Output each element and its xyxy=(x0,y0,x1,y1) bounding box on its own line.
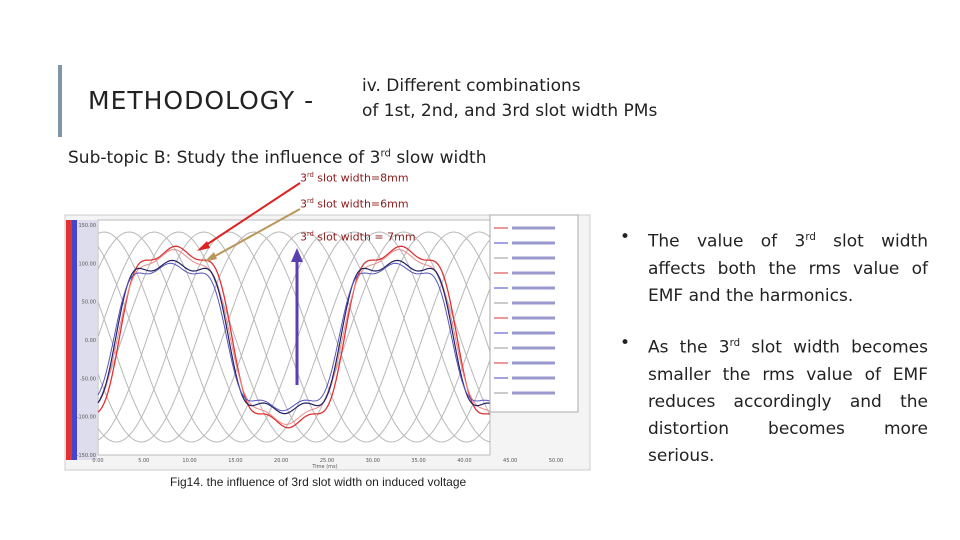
x-tick-label: 20.00 xyxy=(274,458,288,464)
subtitle-line: of 1st, 2nd, and 3rd slot width PMs xyxy=(362,101,658,121)
superscript: rd xyxy=(307,171,314,179)
annotation: 3rd slot width = 7mm xyxy=(300,230,416,244)
text: slot width affects both the rms value of… xyxy=(648,231,929,306)
subtopic: Sub-topic B: Study the influence of 3rd … xyxy=(68,148,486,168)
y-tick-label: -150.00 xyxy=(77,453,96,459)
superscript: rd xyxy=(729,338,741,349)
arrowhead xyxy=(197,241,210,251)
waveform xyxy=(97,231,491,443)
text: slot width=6mm xyxy=(313,197,409,211)
superscript: rd xyxy=(307,230,314,238)
annotation: 3rd slot width=6mm xyxy=(300,197,409,211)
legend-panel xyxy=(489,214,579,413)
band xyxy=(72,220,77,460)
waveform xyxy=(97,249,491,425)
x-axis-label: Time (ms) xyxy=(311,464,337,470)
waveform xyxy=(97,231,491,443)
waveform xyxy=(97,231,491,443)
y-tick-label: 100.00 xyxy=(79,261,97,267)
text: The value of 3 xyxy=(648,231,806,252)
y-tick-label: -100.00 xyxy=(77,415,96,421)
superscript: rd xyxy=(307,197,314,205)
waveform xyxy=(97,231,491,443)
text: Sub-topic B: Study the influence of 3 xyxy=(68,148,381,168)
text: 3 xyxy=(300,230,307,244)
x-tick-label: 40.00 xyxy=(457,458,471,464)
waveform xyxy=(97,231,491,443)
caption: Fig14. the influence of 3rd slot width o… xyxy=(170,475,467,489)
y-tick-label: -50.00 xyxy=(80,376,96,382)
text: slot width = 7mm xyxy=(313,230,416,244)
x-tick-label: 25.00 xyxy=(320,458,334,464)
arrow xyxy=(199,182,301,250)
x-tick-label: 15.00 xyxy=(228,458,242,464)
y-tick-label: 0.00 xyxy=(85,338,96,344)
text: As the 3 xyxy=(648,337,730,358)
accent-bar xyxy=(58,65,62,137)
text: slow width xyxy=(390,148,487,168)
text: 3 xyxy=(300,171,307,185)
text: slot width becomes smaller the rms value… xyxy=(648,337,928,466)
band xyxy=(77,220,97,460)
curves xyxy=(97,231,491,443)
waveform xyxy=(97,262,491,412)
superscript: rd xyxy=(805,232,816,243)
title: METHODOLOGY - xyxy=(88,86,315,115)
annotation: 3rd slot width=8mm xyxy=(300,171,409,185)
waveform xyxy=(97,231,491,443)
band xyxy=(66,220,72,460)
waveform xyxy=(97,231,491,443)
x-tick-label: 35.00 xyxy=(411,458,425,464)
y-tick-label: 50.00 xyxy=(82,300,96,306)
x-tick-label: 30.00 xyxy=(366,458,380,464)
superscript: rd xyxy=(380,148,391,160)
x-tick-label: 50.00 xyxy=(549,458,563,464)
arrow xyxy=(207,208,301,261)
x-tick-label: 0.00 xyxy=(92,458,103,464)
text: slot width=8mm xyxy=(313,171,409,185)
waveform xyxy=(97,259,491,415)
subtitle-line: iv. Different combinations xyxy=(362,76,581,96)
bullet: As the 3rd slot width becomes smaller th… xyxy=(620,330,928,470)
bullet: The value of 3rd slot width affects both… xyxy=(620,224,928,310)
arrowhead xyxy=(291,248,303,262)
waveform xyxy=(97,231,491,443)
text: 3 xyxy=(300,197,307,211)
waveform xyxy=(97,231,491,443)
waveform xyxy=(97,245,491,429)
legend-lines xyxy=(494,226,555,395)
x-tick-label: 10.00 xyxy=(182,458,196,464)
arrowhead xyxy=(204,252,217,262)
y-tick-label: 150.00 xyxy=(79,223,97,229)
x-tick-label: 45.00 xyxy=(503,458,517,464)
x-tick-label: 5.00 xyxy=(138,458,149,464)
ticks: 150.00 100.00 50.00 0.00 -50.00 -100.00 -150.0… xyxy=(77,223,563,470)
